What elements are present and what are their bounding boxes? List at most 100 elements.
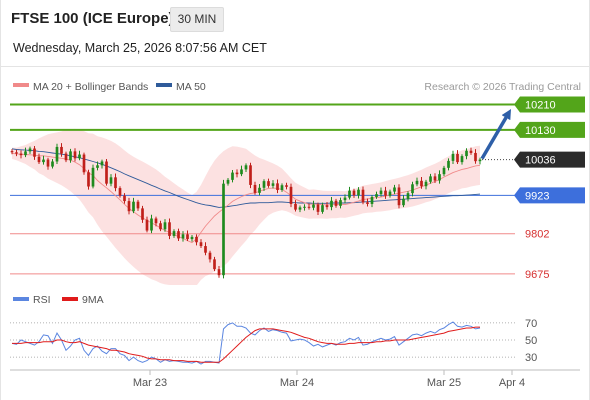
candle [145, 216, 149, 233]
timeframe-button[interactable]: 30 MIN [170, 7, 224, 32]
candle [190, 234, 194, 242]
svg-text:9802: 9802 [525, 229, 549, 241]
candle [64, 151, 68, 163]
candle [343, 194, 347, 204]
time-tick-label: Mar 23 [133, 377, 167, 389]
rsi-legend: RSI 9MA [13, 294, 104, 306]
candle [10, 149, 14, 155]
time-tick-label: Apr 4 [499, 377, 525, 389]
candle [375, 191, 378, 199]
header-divider [0, 66, 590, 67]
rsi-tick-30: 30 [525, 352, 537, 364]
candle [478, 157, 482, 165]
candle [303, 204, 306, 211]
candle [244, 163, 248, 172]
ma9-legend-label: 9MA [82, 294, 104, 306]
candle [406, 191, 410, 202]
svg-text:10210: 10210 [525, 100, 556, 112]
candle [267, 178, 270, 188]
candle [393, 184, 396, 195]
candle [15, 149, 18, 157]
candle [415, 177, 419, 187]
svg-text:9675: 9675 [525, 269, 549, 281]
candle [249, 162, 252, 189]
time-tick-label: Mar 25 [427, 377, 461, 389]
candle [271, 180, 275, 189]
candle [231, 170, 234, 183]
price-tag-10210: 10210 [514, 96, 585, 113]
price-tag-9923: 9923 [514, 187, 585, 204]
candle [118, 186, 122, 198]
svg-text:10036: 10036 [525, 155, 556, 167]
ma20-line [11, 152, 481, 244]
candle [123, 193, 126, 204]
candle [195, 234, 198, 246]
candle [226, 177, 230, 186]
candle [253, 181, 257, 195]
candle [289, 183, 293, 208]
rsi-line [11, 321, 481, 365]
ma50-legend-label: MA 50 [176, 81, 206, 93]
candle [55, 143, 59, 165]
candle [33, 145, 36, 160]
candle [199, 239, 203, 248]
candle [429, 173, 432, 184]
candle [154, 216, 158, 227]
candle [357, 187, 360, 199]
candle [348, 186, 351, 200]
rsi-legend-label: RSI [33, 294, 51, 306]
candle [451, 150, 455, 165]
price-tag-10036: 10036 [514, 151, 585, 168]
candle [24, 147, 27, 158]
candle [177, 228, 180, 241]
rsi-tick-50: 50 [525, 335, 537, 347]
candle [163, 219, 167, 232]
price-tag-9675: 9675 [525, 269, 549, 281]
candle [46, 157, 50, 170]
candle [73, 148, 77, 162]
candle [60, 143, 63, 157]
timestamp: Wednesday, March 25, 2026 8:07:56 AM CET [13, 41, 267, 55]
price-plot-area [10, 103, 515, 285]
instrument-title: FTSE 100 (ICE Europe) [11, 10, 174, 27]
candle [100, 159, 104, 169]
svg-text:9923: 9923 [525, 190, 549, 202]
candle [114, 173, 117, 192]
candle [159, 220, 162, 232]
candle [132, 197, 135, 214]
candle [330, 196, 333, 211]
candle [105, 158, 108, 186]
candle [352, 188, 356, 198]
candle [424, 179, 428, 190]
candle [388, 189, 392, 198]
svg-text:10130: 10130 [525, 125, 556, 137]
candle [411, 181, 414, 197]
candle [258, 183, 261, 196]
candle [339, 197, 342, 209]
candle [447, 158, 450, 171]
candle [213, 256, 216, 272]
candle [217, 266, 221, 278]
ma50-line [11, 148, 481, 208]
candle [294, 200, 297, 212]
rsi-legend-swatch [13, 297, 29, 301]
bollinger-band [12, 128, 480, 285]
candle [127, 197, 131, 215]
candle [51, 158, 54, 169]
candle [402, 195, 405, 208]
candle [474, 149, 477, 164]
candle [280, 183, 284, 192]
time-tick-label: Mar 24 [280, 377, 314, 389]
candle [91, 164, 95, 189]
candle [298, 205, 302, 213]
candle [42, 155, 45, 165]
candle [361, 186, 365, 205]
candle [397, 184, 401, 209]
candle [370, 195, 374, 208]
candle [442, 165, 446, 177]
ma9-legend-swatch [62, 297, 78, 301]
candle [136, 199, 140, 211]
candle [262, 179, 266, 191]
candle [460, 154, 464, 165]
